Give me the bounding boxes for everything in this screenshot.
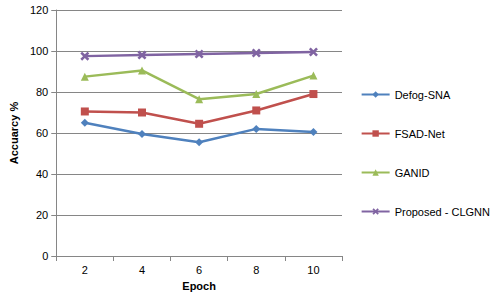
svg-text:80: 80 [36,86,48,98]
svg-text:Accuarcy %: Accuarcy % [8,102,20,165]
svg-text:Proposed - CLGNN: Proposed - CLGNN [395,206,490,218]
svg-text:120: 120 [30,4,48,16]
svg-text:Epoch: Epoch [182,280,216,292]
svg-text:2: 2 [82,264,88,276]
svg-text:20: 20 [36,209,48,221]
svg-text:0: 0 [42,250,48,262]
svg-text:GANID: GANID [395,167,430,179]
svg-text:4: 4 [139,264,145,276]
svg-text:60: 60 [36,127,48,139]
svg-text:Defog-SNA: Defog-SNA [395,89,451,101]
svg-text:100: 100 [30,45,48,57]
svg-text:8: 8 [253,264,259,276]
svg-text:40: 40 [36,168,48,180]
svg-text:FSAD-Net: FSAD-Net [395,128,445,140]
svg-text:10: 10 [307,264,319,276]
svg-text:6: 6 [196,264,202,276]
